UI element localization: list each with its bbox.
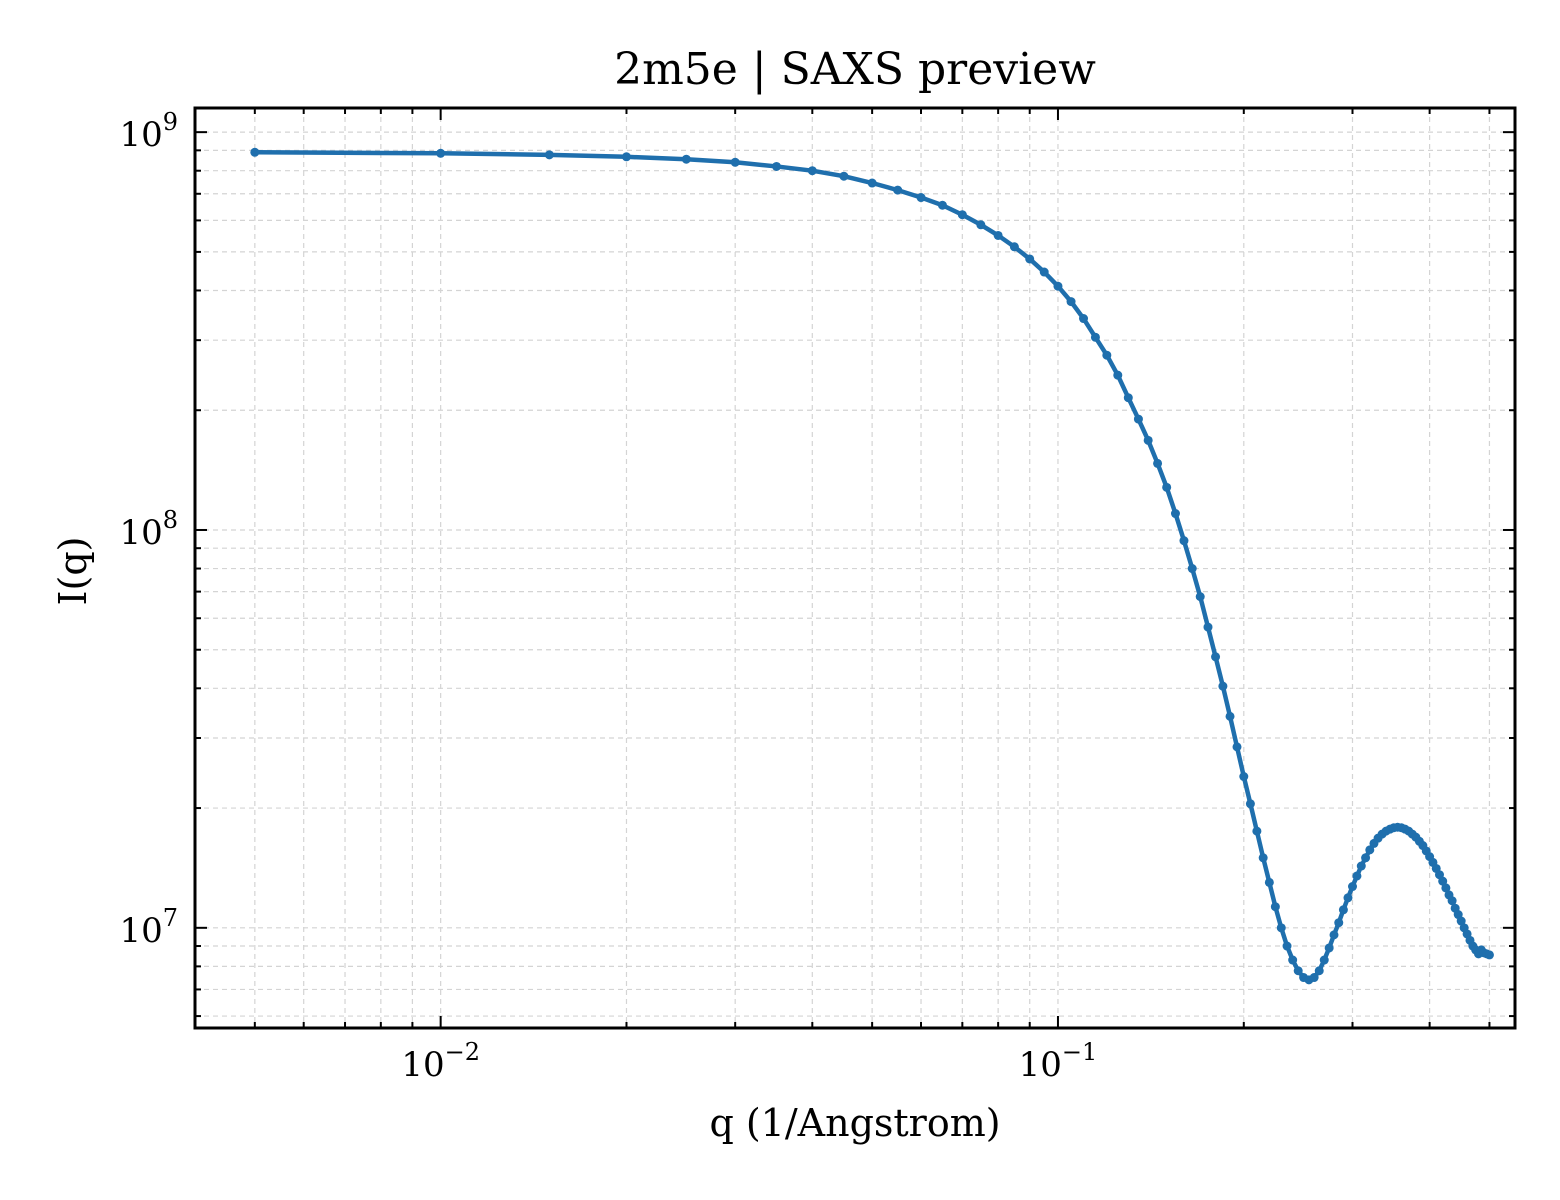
data-point (1343, 893, 1353, 903)
x-tick-label-exponent: −1 (1062, 1038, 1097, 1066)
data-point (1009, 242, 1019, 252)
y-tick-label: 107 (119, 904, 178, 951)
data-point (1245, 799, 1255, 809)
data-point (1456, 916, 1466, 926)
data-point (1232, 742, 1242, 752)
y-tick-label-base: 10 (119, 513, 162, 553)
series-layer (250, 147, 1494, 985)
y-tick-label: 108 (119, 506, 178, 553)
data-point (993, 230, 1003, 240)
data-point (1324, 943, 1334, 953)
data-point (1079, 314, 1089, 324)
x-tick-label-base: 10 (401, 1045, 444, 1085)
data-point (1361, 853, 1371, 863)
x-tick-label: 10−1 (1019, 1038, 1098, 1085)
chart-title: 2m5e | SAXS preview (614, 44, 1096, 95)
data-point (1270, 902, 1280, 912)
data-point (1153, 458, 1163, 468)
data-point (1211, 652, 1221, 662)
y-axis-label: I(q) (51, 537, 95, 606)
y-tick-label: 109 (119, 108, 178, 155)
x-axis-label: q (1/Angstrom) (709, 1101, 1000, 1145)
data-point (1365, 845, 1375, 855)
data-point (1195, 592, 1205, 602)
data-point (807, 166, 817, 176)
data-point (1239, 772, 1249, 782)
data-point (1133, 414, 1143, 424)
data-point (1187, 564, 1197, 574)
data-point (1162, 482, 1172, 492)
y-tick-label-exponent: 8 (163, 506, 178, 534)
x-tick-label: 10−2 (401, 1038, 480, 1085)
y-tick-label-exponent: 9 (163, 108, 178, 136)
data-point (839, 171, 849, 181)
x-tick-label-exponent: −2 (445, 1038, 480, 1066)
data-point (916, 193, 926, 203)
data-point (1484, 950, 1494, 960)
data-point (937, 200, 947, 210)
data-point (1447, 896, 1457, 906)
data-point (976, 220, 986, 230)
data-point (1123, 393, 1133, 403)
data-point (1314, 966, 1324, 976)
data-point (893, 185, 903, 195)
data-point (1438, 876, 1448, 886)
data-point (1264, 877, 1274, 887)
data-point (544, 150, 554, 160)
data-point (1352, 871, 1362, 881)
data-point (1053, 281, 1063, 291)
data-point (772, 161, 782, 171)
data-point (1179, 536, 1189, 546)
data-point (1113, 370, 1123, 380)
data-point (867, 178, 877, 188)
data-point (1288, 955, 1298, 965)
data-point (436, 148, 446, 158)
data-point (1276, 923, 1286, 933)
data-point (1252, 826, 1262, 836)
plot-frame (193, 106, 1517, 1030)
data-point (1334, 918, 1344, 928)
data-point (1102, 350, 1112, 360)
y-tick-label-base: 10 (119, 115, 162, 155)
y-tick-label-base: 10 (119, 911, 162, 951)
data-point (1348, 882, 1357, 892)
data-point (1258, 853, 1268, 863)
data-point (1218, 681, 1228, 691)
data-point (1170, 509, 1180, 519)
data-point (1203, 622, 1213, 632)
data-point (1066, 297, 1076, 307)
data-point (1025, 254, 1035, 264)
data-point (1225, 711, 1235, 721)
data-point (1090, 332, 1100, 342)
data-point (957, 210, 967, 220)
data-point (730, 157, 740, 167)
data-point (250, 147, 260, 157)
data-point (1309, 973, 1319, 983)
x-tick-label-base: 10 (1019, 1045, 1062, 1085)
data-point (1441, 883, 1451, 893)
data-point (1319, 955, 1329, 965)
data-point (1338, 905, 1348, 915)
y-tick-label-exponent: 7 (163, 904, 178, 932)
data-point (1143, 435, 1153, 445)
data-point (1039, 267, 1049, 277)
data-point (621, 152, 631, 162)
data-point (681, 154, 691, 164)
data-point (1293, 966, 1303, 976)
data-point (1282, 941, 1292, 951)
data-point (1329, 930, 1339, 940)
data-point (1356, 861, 1366, 871)
